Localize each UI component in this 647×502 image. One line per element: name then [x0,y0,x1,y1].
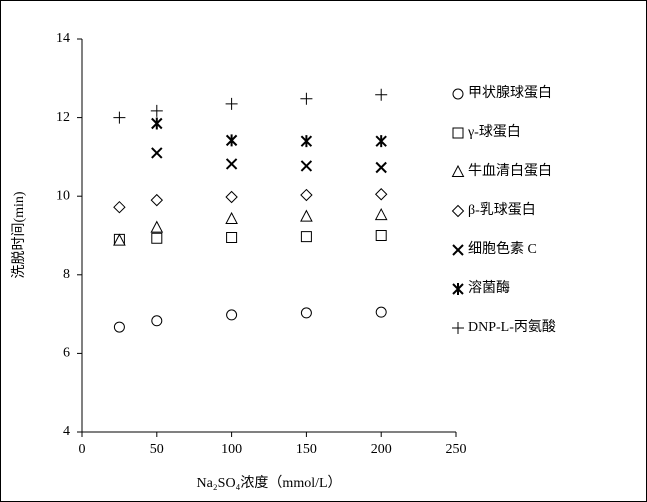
legend-marker [451,204,465,218]
data-point [375,88,388,101]
data-point [151,232,163,244]
data-point [300,92,313,105]
y-tick-label: 6 [63,346,70,361]
y-tick-label: 10 [56,188,70,203]
x-axis-label: Na₂SO₄浓度（mmol/L） [196,475,341,491]
legend-label: 牛血清白蛋白 [468,163,552,179]
data-point [151,147,163,159]
data-point [226,231,238,243]
data-point [375,306,387,318]
legend-label: γ-球蛋白 [467,124,521,140]
data-point [150,104,163,117]
data-point [225,134,238,147]
data-point [150,220,164,233]
legend-marker [452,244,464,256]
legend-marker [452,88,464,100]
legend-label: DNP-L-丙氨酸 [468,319,556,335]
data-point [151,315,163,327]
data-point [225,190,238,204]
data-point [225,211,238,224]
data-point [374,207,388,221]
data-point [375,161,387,174]
legend-label: 溶菌酶 [468,280,510,296]
legend-marker [452,283,464,295]
data-point [225,158,238,170]
x-tick-label: 150 [296,442,317,457]
x-tick-label: 250 [446,442,467,457]
legend-label: 甲状腺球蛋白 [468,85,552,101]
y-axis-label: 洗脱时间(min) [11,191,27,278]
data-point [300,135,313,148]
data-point [375,230,387,241]
data-point [374,188,388,201]
data-point [300,188,313,202]
data-point [113,321,125,333]
x-tick-label: 50 [150,442,164,457]
data-point [375,135,387,148]
x-tick-label: 100 [221,442,242,457]
data-point [150,193,164,207]
y-tick-label: 8 [63,267,70,282]
legend-marker [451,164,465,177]
y-tick-label: 4 [63,424,70,439]
data-point [151,117,163,130]
x-tick-label: 200 [371,442,392,457]
x-tick-label: 0 [79,442,86,457]
data-point [300,307,312,319]
y-tick-label: 12 [56,110,70,125]
legend-marker [452,127,464,139]
data-point [226,309,238,321]
legend-label: 细胞色素 C [468,240,537,257]
data-point [300,160,313,172]
data-point [300,209,313,222]
data-point [113,200,126,214]
data-point [225,97,238,110]
data-point [300,231,312,243]
y-tick-label: 14 [56,31,70,46]
data-point [113,111,126,124]
legend-marker [452,322,464,334]
legend-label: β-乳球蛋白 [468,202,536,218]
data-point [113,233,126,246]
